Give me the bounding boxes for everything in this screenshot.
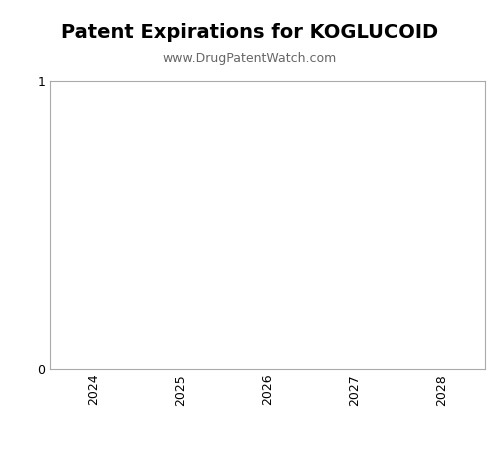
Text: Patent Expirations for KOGLUCOID: Patent Expirations for KOGLUCOID (62, 22, 438, 41)
Text: www.DrugPatentWatch.com: www.DrugPatentWatch.com (163, 52, 337, 65)
